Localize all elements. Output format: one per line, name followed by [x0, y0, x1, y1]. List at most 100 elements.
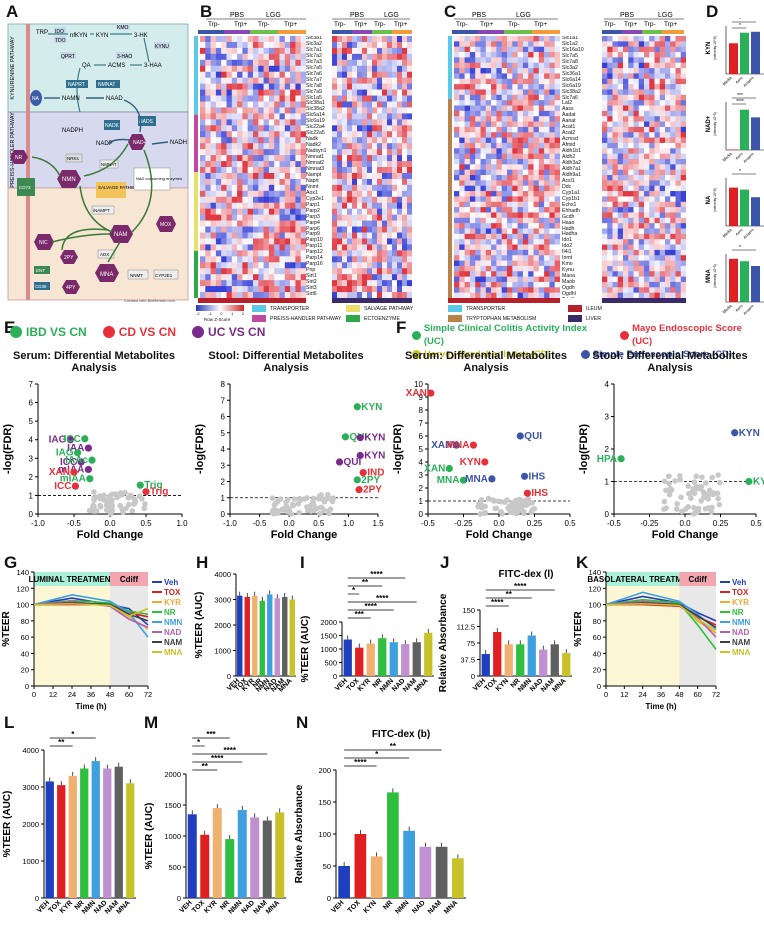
heatmap-cell [680, 260, 686, 267]
heatmap-cell [397, 89, 403, 96]
gene-label: Aldh2 [562, 154, 576, 161]
heatmap-cell [617, 287, 624, 293]
heatmap-cell [337, 178, 343, 186]
heatmap-cell [352, 226, 358, 233]
heatmap-cell [332, 36, 338, 43]
heatmap-cell [680, 110, 686, 117]
heatmap-cell [633, 292, 640, 298]
heatmap-cell [654, 260, 661, 267]
gene-label: Nmnat1 [306, 154, 325, 161]
heatmap-cell [279, 95, 286, 102]
heatmap-cell [215, 208, 222, 215]
heatmap-cell [528, 105, 534, 112]
heatmap-cell [402, 77, 408, 84]
heatmap-cell [607, 180, 613, 187]
heatmap-cell [485, 169, 492, 176]
heatmap-cell [253, 155, 259, 162]
heatmap-cell [342, 220, 348, 227]
heatmap-cell [659, 121, 666, 128]
heatmap-cell [253, 274, 259, 281]
heatmap-cell [612, 287, 619, 293]
heatmap-cell [665, 153, 671, 160]
heatmap-cell [347, 47, 353, 55]
heatmap-cell [485, 292, 492, 298]
heatmap-cell [342, 77, 348, 84]
gene-label: Slc7a6 [306, 70, 322, 77]
heatmap-cell [659, 228, 666, 235]
heatmap-cell [402, 208, 408, 215]
heatmap-cell [659, 158, 666, 165]
heatmap-cell [367, 167, 373, 174]
heatmap-cell [507, 52, 513, 58]
heatmap-cell [397, 155, 403, 162]
heatmap-cell [549, 105, 555, 112]
heatmap-cell [242, 244, 248, 251]
heatmap-cell [496, 116, 502, 122]
heatmap-cell [274, 226, 280, 233]
heatmap-cell [507, 116, 513, 122]
heatmap-cell [226, 143, 233, 150]
heatmap-cell [538, 217, 545, 224]
heatmap-cell [644, 207, 650, 213]
heatmap-cell [247, 280, 254, 287]
heatmap-cell [607, 223, 613, 229]
heatmap-cell [533, 276, 540, 283]
heatmap-cell [675, 126, 682, 133]
heatmap-cell [675, 89, 682, 96]
heatmap-cell [242, 178, 248, 186]
heatmap-cell [675, 84, 682, 90]
volcano-point-ns [114, 491, 121, 498]
heatmap-cell [402, 143, 408, 150]
heatmap-cell [512, 180, 518, 187]
heatmap-cell [226, 220, 233, 227]
heatmap-cell [377, 172, 383, 180]
heatmap-cell [469, 137, 476, 144]
heatmap-cell [633, 287, 640, 293]
heatmap-cell [623, 100, 629, 106]
heatmap-cell [459, 233, 465, 240]
heatmap-cell [268, 184, 275, 192]
heatmap-cell [617, 249, 624, 256]
heatmap-cell [554, 110, 560, 117]
heatmap-cell [554, 265, 560, 272]
heatmap-cell [300, 155, 306, 162]
heatmap-cell [377, 208, 383, 215]
heatmap-cell [377, 125, 383, 132]
heatmap-cell [242, 41, 248, 49]
heatmap-cell [226, 161, 233, 168]
group-lgg: LGG [266, 12, 281, 19]
heatmap-cell [242, 137, 248, 144]
heatmap-cell [638, 73, 645, 80]
heatmap-cell [342, 143, 348, 150]
heatmap-cell [237, 131, 243, 138]
heatmap-cell [231, 226, 238, 233]
heatmap-cell [367, 214, 373, 221]
heatmap-cell [633, 260, 640, 267]
heatmap-cell [200, 137, 206, 144]
heatmap-cell [362, 41, 368, 49]
heatmap-cell [665, 110, 671, 117]
heatmap-cell [628, 201, 634, 208]
heatmap-cell [602, 249, 608, 256]
heatmap-cell [554, 276, 560, 283]
heatmap-cell [485, 84, 492, 90]
heatmap-cell [407, 65, 412, 73]
heatmap-cell [670, 62, 676, 69]
heatmap-cell [402, 41, 408, 49]
heatmap-cell [665, 249, 671, 256]
heatmap-cell [231, 119, 238, 126]
heatmap-cell [517, 153, 524, 160]
heatmap-cell [670, 46, 676, 53]
heatmap-cell [602, 132, 608, 138]
heatmap-cell [654, 271, 661, 277]
heatmap-cell [533, 78, 540, 85]
heatmap-cell [496, 52, 502, 58]
heatmap-cell [279, 220, 286, 227]
heatmap-cell [665, 281, 671, 288]
heatmap-cell [475, 196, 481, 203]
heatmap-cell [454, 126, 460, 133]
heatmap-cell [680, 233, 686, 240]
heatmap-cell [290, 83, 296, 90]
heatmap-cell [290, 208, 296, 215]
heatmap-cell [352, 256, 358, 263]
